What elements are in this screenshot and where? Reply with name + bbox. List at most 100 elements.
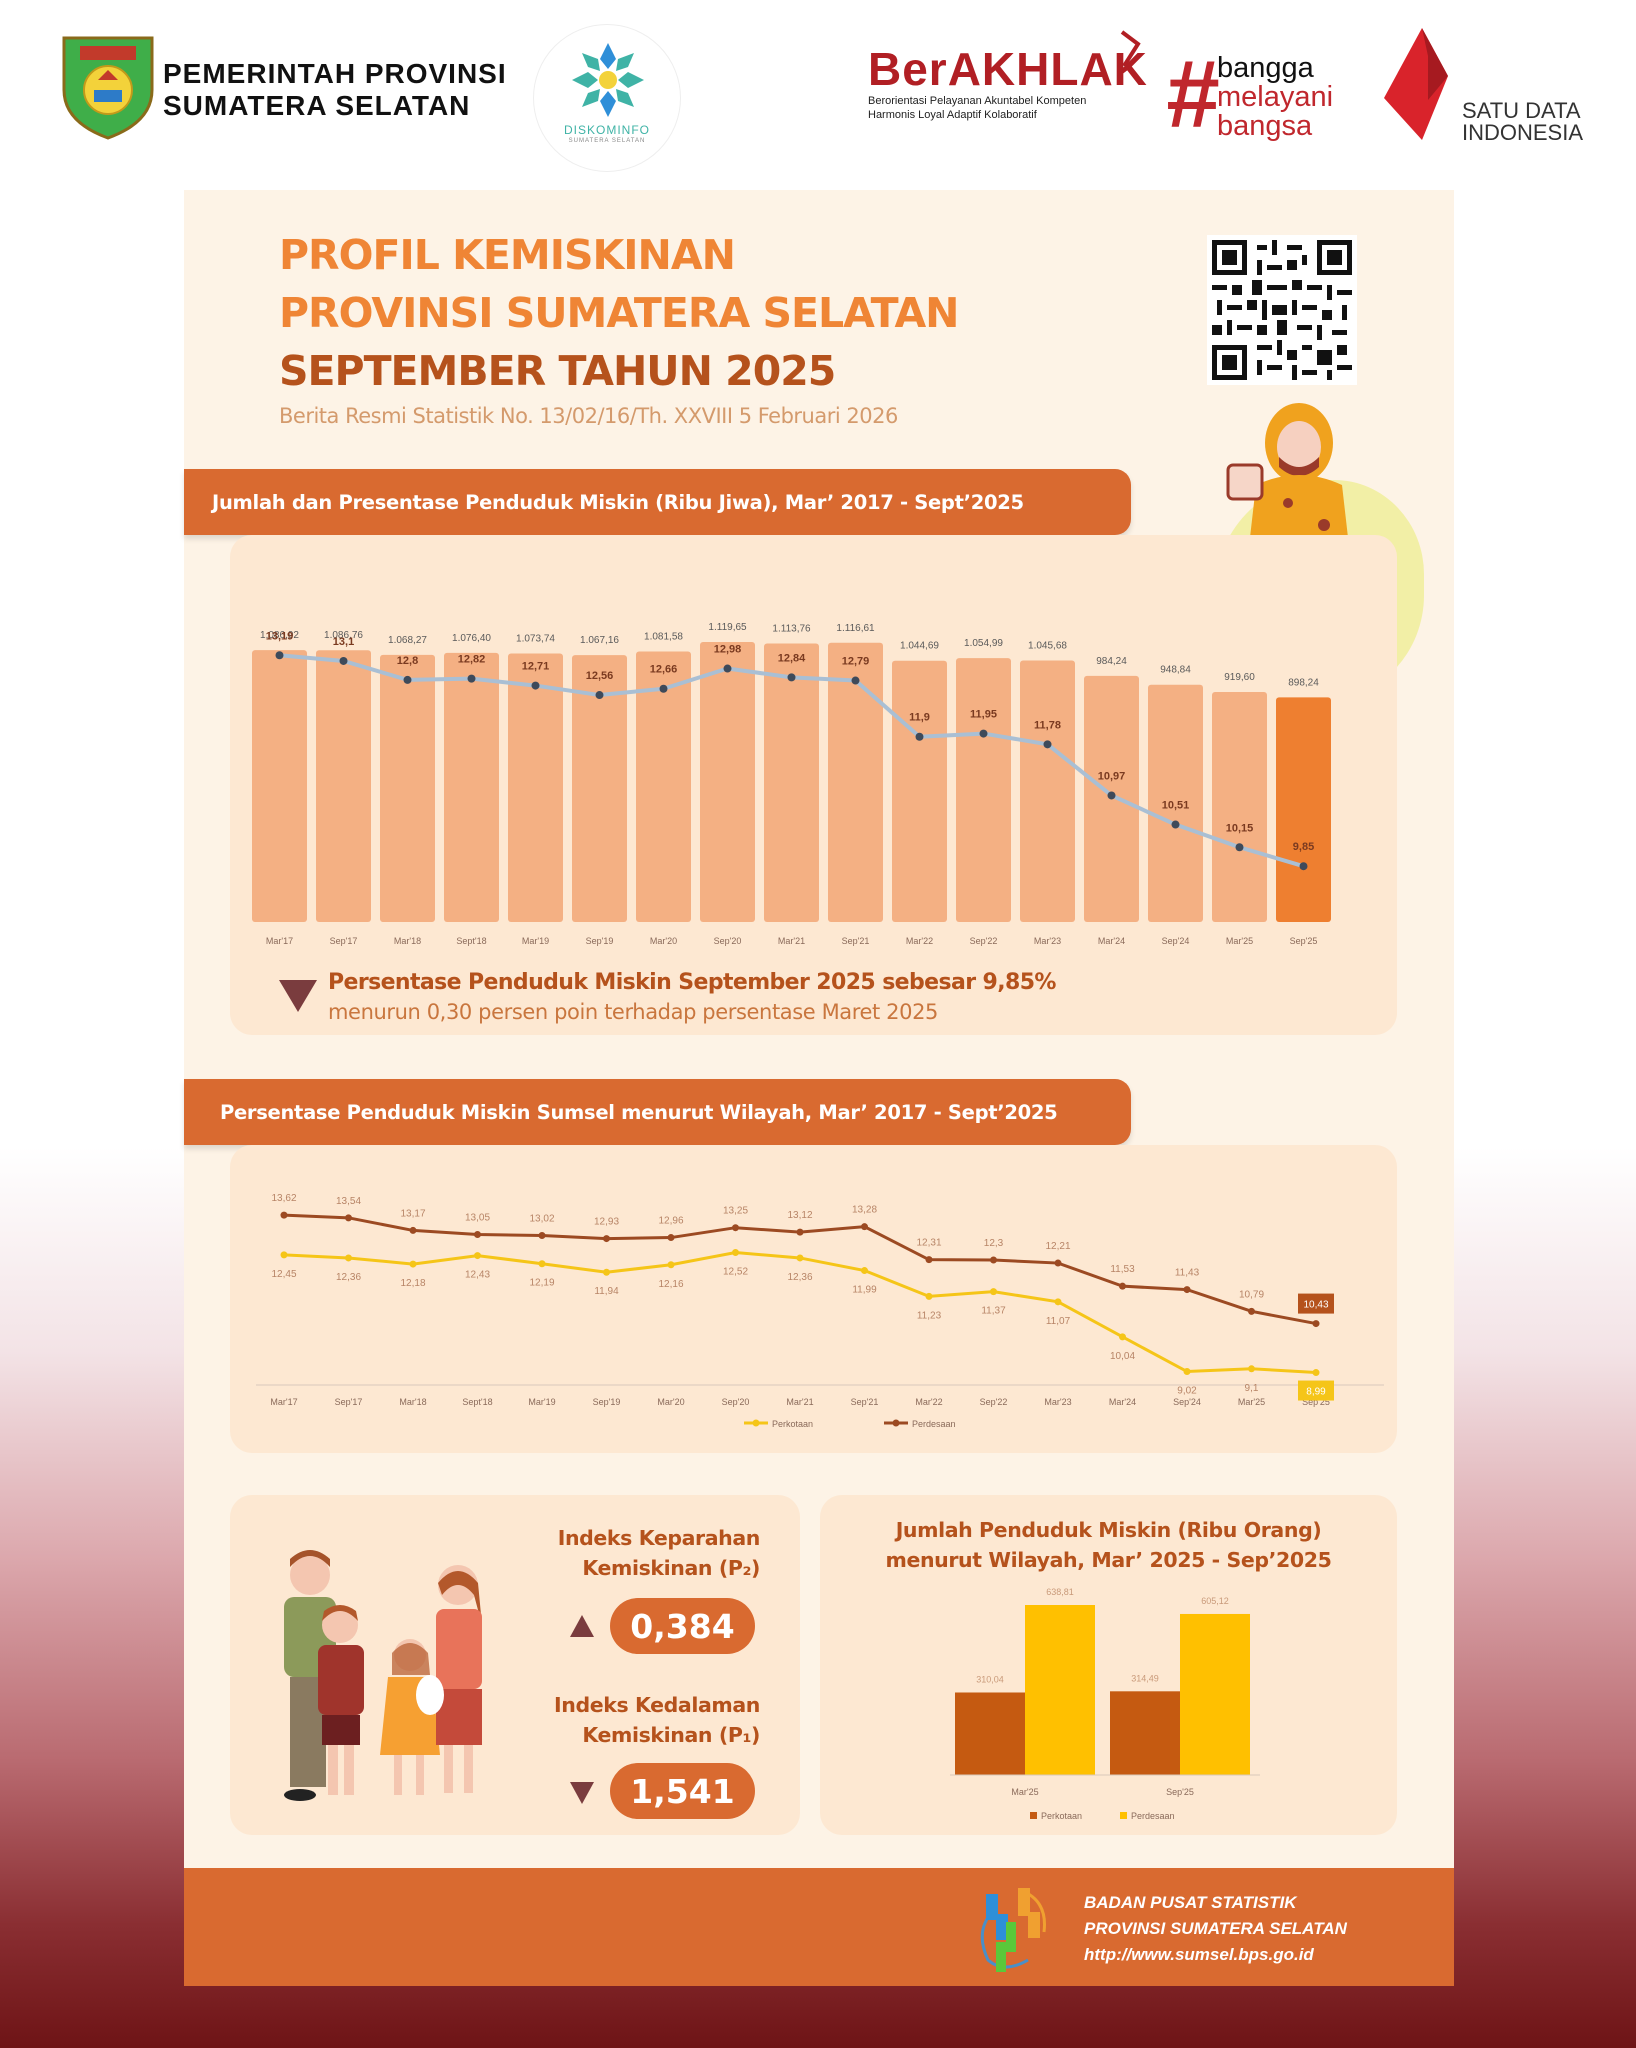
diskominfo-name: DISKOMINFO — [563, 123, 650, 137]
svg-text:1.067,16: 1.067,16 — [580, 635, 619, 646]
infographic-poster: PROFIL KEMISKINAN PROVINSI SUMATERA SELA… — [184, 190, 1454, 1986]
svg-text:Sep'21: Sep'21 — [842, 936, 870, 946]
pemprov-line1: PEMERINTAH PROVINSI — [163, 58, 507, 89]
bar-Sep'22 — [956, 658, 1011, 922]
satudata-line1: SATU DATA — [1462, 98, 1581, 123]
svg-text:Sep'22: Sep'22 — [970, 936, 998, 946]
bps-logo-icon — [980, 1888, 1046, 1972]
svg-text:10,04: 10,04 — [1110, 1351, 1135, 1362]
bangga-word2: melayani — [1217, 81, 1334, 113]
svg-text:1.113,76: 1.113,76 — [772, 623, 811, 634]
poster-title: PROFIL KEMISKINAN PROVINSI SUMATERA SELA… — [279, 226, 959, 428]
svg-text:12,8: 12,8 — [397, 655, 418, 667]
svg-text:Mar'23: Mar'23 — [1044, 1397, 1071, 1407]
svg-text:948,84: 948,84 — [1160, 665, 1191, 676]
svg-text:12,98: 12,98 — [714, 644, 742, 656]
svg-text:310,04: 310,04 — [976, 1674, 1004, 1684]
svg-text:13,25: 13,25 — [723, 1206, 748, 1217]
svg-text:12,56: 12,56 — [586, 670, 614, 682]
svg-text:11,53: 11,53 — [1110, 1264, 1135, 1275]
p2-label: Indeks Keparahan Kemiskinan (P₂) — [558, 1523, 761, 1583]
svg-text:Sep'17: Sep'17 — [330, 936, 358, 946]
region-chart-title-line1: Jumlah Penduduk Miskin (Ribu Orang) — [895, 1518, 1322, 1542]
svg-text:12,79: 12,79 — [842, 656, 870, 668]
svg-text:12,45: 12,45 — [271, 1269, 296, 1280]
svg-text:Mar'19: Mar'19 — [528, 1397, 555, 1407]
svg-text:12,16: 12,16 — [658, 1279, 683, 1290]
decrease-triangle-icon — [570, 1782, 594, 1804]
svg-text:13,17: 13,17 — [400, 1208, 425, 1219]
svg-text:Sep'22: Sep'22 — [980, 1397, 1008, 1407]
berakhlak-line1: Berorientasi Pelayanan Akuntabel Kompete… — [868, 95, 1087, 107]
svg-text:Sep'19: Sep'19 — [586, 936, 614, 946]
svg-text:11,78: 11,78 — [1034, 719, 1061, 731]
svg-text:898,24: 898,24 — [1288, 677, 1319, 688]
svg-text:11,9: 11,9 — [909, 712, 930, 724]
bar-Sept'18 — [444, 652, 499, 922]
svg-text:Sep'25: Sep'25 — [1302, 1397, 1330, 1407]
svg-text:Sep'24: Sep'24 — [1173, 1397, 1201, 1407]
bar-Mar'19 — [508, 653, 563, 922]
svg-text:Mar'22: Mar'22 — [915, 1397, 942, 1407]
svg-text:13,12: 13,12 — [787, 1210, 812, 1221]
svg-text:13,02: 13,02 — [529, 1214, 554, 1225]
svg-text:13,28: 13,28 — [852, 1205, 877, 1216]
svg-text:9,85: 9,85 — [1293, 841, 1314, 853]
bangga-word1: bangga — [1217, 52, 1314, 84]
qr-code-icon[interactable] — [1207, 235, 1357, 385]
svg-text:8,99: 8,99 — [1306, 1387, 1326, 1398]
svg-text:10,51: 10,51 — [1162, 800, 1190, 812]
svg-text:9,02: 9,02 — [1177, 1386, 1197, 1397]
section2-title: Persentase Penduduk Miskin Sumsel menuru… — [220, 1100, 1058, 1124]
diskominfo-sub: SUMATERA SELATAN — [568, 138, 646, 144]
p1-label-line2: Kemiskinan (P₁) — [582, 1723, 760, 1747]
satudata-line2: INDONESIA — [1462, 120, 1584, 145]
svg-text:Sep'20: Sep'20 — [722, 1397, 750, 1407]
svg-text:638,81: 638,81 — [1046, 1587, 1074, 1597]
p1-value-badge: 1,541 — [610, 1763, 755, 1819]
svg-text:Sep'24: Sep'24 — [1162, 936, 1190, 946]
svg-text:11,23: 11,23 — [917, 1310, 942, 1321]
p1-label-line1: Indeks Kedalaman — [554, 1693, 760, 1717]
bps-name: BADAN PUSAT STATISTIK — [1084, 1893, 1297, 1912]
p1-label: Indeks Kedalaman Kemiskinan (P₁) — [554, 1690, 760, 1750]
line-chart-region-poverty: Mar'17 Sep'17 Mar'18 Sept'18 Mar'19 Sep'19 Mar… — [244, 1165, 1394, 1435]
bar-Sep'17 — [316, 650, 371, 922]
svg-text:1.054,99: 1.054,99 — [964, 638, 1003, 649]
title-line2: PROVINSI SUMATERA SELATAN — [279, 289, 959, 337]
footer-band: BADAN PUSAT STATISTIK PROVINSI SUMATERA … — [184, 1868, 1454, 1986]
svg-text:11,07: 11,07 — [1046, 1316, 1071, 1327]
section-header-total-poverty: Jumlah dan Presentase Penduduk Miskin (R… — [184, 469, 1131, 535]
svg-text:Mar'17: Mar'17 — [266, 936, 293, 946]
pemprov-line2: SUMATERA SELATAN — [163, 90, 471, 121]
svg-text:1.076,40: 1.076,40 — [452, 633, 491, 644]
svg-text:Mar'25: Mar'25 — [1238, 1397, 1265, 1407]
bar-Sep'19 — [572, 655, 627, 922]
bar-Sep'20 — [700, 642, 755, 922]
svg-text:10,79: 10,79 — [1239, 1289, 1264, 1300]
svg-text:13,1: 13,1 — [333, 636, 354, 648]
bar-Mar'23 — [1020, 660, 1075, 922]
bar-Sep'21 — [828, 642, 883, 922]
svg-text:Mar'20: Mar'20 — [650, 936, 677, 946]
svg-text:12,66: 12,66 — [650, 664, 678, 676]
title-line3: SEPTEMBER TAHUN 2025 — [279, 347, 836, 395]
svg-text:Mar'21: Mar'21 — [786, 1397, 813, 1407]
svg-text:1.081,58: 1.081,58 — [644, 632, 683, 643]
svg-text:Sept'18: Sept'18 — [462, 1397, 492, 1407]
svg-text:Sep'25: Sep'25 — [1290, 936, 1318, 946]
svg-text:Perkotaan: Perkotaan — [772, 1419, 813, 1429]
title-line1: PROFIL KEMISKINAN — [279, 231, 736, 279]
svg-text:Mar'18: Mar'18 — [394, 936, 421, 946]
svg-text:11,94: 11,94 — [594, 1286, 619, 1297]
bps-province: PROVINSI SUMATERA SELATAN — [1084, 1919, 1347, 1938]
region-chart-title: Jumlah Penduduk Miskin (Ribu Orang) menu… — [820, 1515, 1397, 1575]
svg-text:Sep'25: Sep'25 — [1166, 1787, 1194, 1797]
svg-text:11,99: 11,99 — [852, 1285, 877, 1296]
bps-url-link[interactable]: http://www.sumsel.bps.go.id — [1084, 1945, 1314, 1964]
svg-text:1.116,61: 1.116,61 — [836, 623, 875, 634]
berakhlak-title: BerAKHLAK — [868, 43, 1148, 95]
svg-text:12,19: 12,19 — [529, 1278, 554, 1289]
svg-text:Mar'24: Mar'24 — [1098, 936, 1125, 946]
svg-text:Mar'19: Mar'19 — [522, 936, 549, 946]
